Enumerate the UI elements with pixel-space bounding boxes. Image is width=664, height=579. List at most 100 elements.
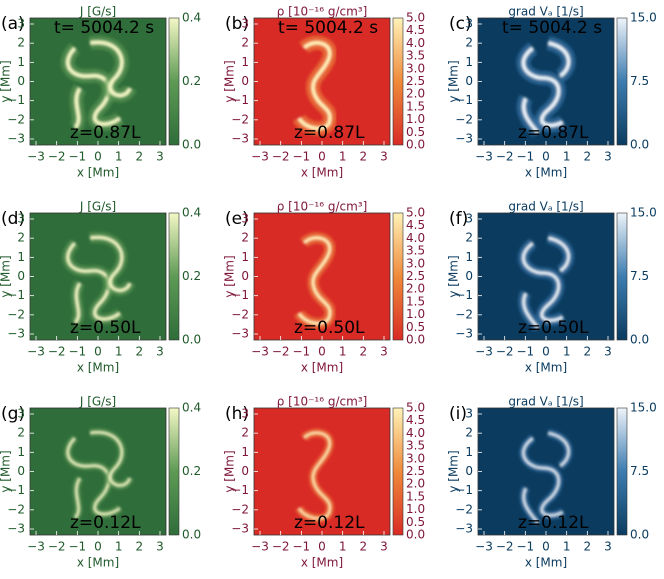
y-tick-label: −2 xyxy=(455,307,473,321)
time-label: t= 5004.2 s xyxy=(54,18,154,38)
colorbar-tick-label: 1.0 xyxy=(406,307,425,321)
y-tick-label: −2 xyxy=(455,502,473,516)
colorbar-tick-label: 3.0 xyxy=(406,61,425,75)
y-tick-label: 2 xyxy=(17,231,25,245)
x-tick-label: 3 xyxy=(604,150,612,164)
time-label: t= 5004.2 s xyxy=(278,18,378,38)
y-axis-label: y [Mm] xyxy=(223,450,237,492)
colorbar-tick-label: 0.0 xyxy=(630,528,649,542)
y-tick-label: 3 xyxy=(465,17,473,31)
y-tick-label: 3 xyxy=(17,212,25,226)
depth-label: z=0.50L xyxy=(70,318,141,338)
y-tick-label: 2 xyxy=(241,426,249,440)
x-tick-label: −1 xyxy=(292,540,310,554)
x-tick-label: −1 xyxy=(516,150,534,164)
structure-core xyxy=(73,282,82,325)
x-tick-label: 0 xyxy=(542,345,550,359)
heatmap-structure xyxy=(293,232,336,330)
depth-label: z=0.12L xyxy=(294,513,365,533)
colorbar-tick-label: 0.0 xyxy=(182,138,201,152)
panel-title: grad Vₐ [1/s] xyxy=(508,5,583,19)
colorbar-tick-label: 0.0 xyxy=(406,333,425,347)
x-tick-label: 3 xyxy=(604,345,612,359)
y-tick-label: −3 xyxy=(455,327,473,341)
x-tick-label: 1 xyxy=(339,540,347,554)
y-tick-label: 0 xyxy=(17,464,25,478)
heatmap-structure xyxy=(63,428,134,521)
y-axis-label: y [Mm] xyxy=(223,255,237,297)
structure-core xyxy=(547,41,571,78)
panel-label: (f) xyxy=(449,209,468,229)
colorbar-tick-label: 5.0 xyxy=(406,401,425,415)
x-tick-label: 2 xyxy=(136,345,144,359)
x-tick-label: 2 xyxy=(584,345,592,359)
y-tick-label: 3 xyxy=(241,17,249,31)
x-tick-label: 2 xyxy=(136,150,144,164)
x-tick-label: −2 xyxy=(48,345,66,359)
x-tick-label: 2 xyxy=(584,150,592,164)
y-tick-label: −1 xyxy=(231,93,249,107)
depth-label: z=0.12L xyxy=(518,513,589,533)
colorbar-tick-label: 2.0 xyxy=(406,87,425,101)
structure-core xyxy=(74,477,82,519)
structure-core xyxy=(89,431,132,487)
y-tick-label: 0 xyxy=(465,74,473,88)
x-tick-label: −2 xyxy=(272,540,290,554)
x-tick-label: 1 xyxy=(339,345,347,359)
panel-title: grad Vₐ [1/s] xyxy=(508,200,583,214)
x-tick-label: −2 xyxy=(48,540,66,554)
y-tick-label: −3 xyxy=(7,132,25,146)
x-tick-label: −3 xyxy=(27,540,45,554)
x-tick-label: 0 xyxy=(542,150,550,164)
colorbar-tick-label: 0.0 xyxy=(630,333,649,347)
y-tick-label: −2 xyxy=(7,112,25,126)
colorbar-tick-label: 0.2 xyxy=(182,464,201,478)
structure-core xyxy=(89,40,132,98)
depth-label: z=0.87L xyxy=(70,123,141,143)
panel-title: J [G/s] xyxy=(79,395,116,409)
x-tick-label: 2 xyxy=(584,540,592,554)
colorbar-tick-label: 7.5 xyxy=(630,464,649,478)
colorbar-tick-label: 4.5 xyxy=(406,413,425,427)
x-tick-label: −3 xyxy=(27,150,45,164)
x-tick-label: −3 xyxy=(251,345,269,359)
colorbar-tick-label: 2.5 xyxy=(406,269,425,283)
x-tick-label: 2 xyxy=(360,345,368,359)
colorbar-tick-label: 0.0 xyxy=(630,138,649,152)
colorbar-tick-label: 2.5 xyxy=(406,74,425,88)
x-tick-label: 1 xyxy=(563,345,571,359)
y-tick-label: 1 xyxy=(241,55,249,69)
colorbar-tick-label: 1.0 xyxy=(406,502,425,516)
y-axis-label: y [Mm] xyxy=(0,60,13,102)
y-tick-label: 1 xyxy=(465,250,473,264)
heatmap-structure xyxy=(519,428,573,526)
heatmap-structure xyxy=(516,36,576,138)
y-tick-label: 3 xyxy=(241,212,249,226)
y-tick-label: 0 xyxy=(465,464,473,478)
panel-label: (d) xyxy=(1,209,25,229)
panel-label: (e) xyxy=(225,209,249,229)
colorbar xyxy=(616,17,628,146)
y-tick-label: 3 xyxy=(17,407,25,421)
colorbar xyxy=(392,17,404,146)
colorbar xyxy=(392,212,404,341)
y-tick-label: 0 xyxy=(241,269,249,283)
x-tick-label: −3 xyxy=(27,345,45,359)
panel-label: (b) xyxy=(225,14,249,34)
y-axis-label: y [Mm] xyxy=(447,255,461,297)
panel-title: J [G/s] xyxy=(79,5,116,19)
colorbar-tick-label: 2.5 xyxy=(406,464,425,478)
x-tick-label: −2 xyxy=(48,150,66,164)
colorbar-tick-label: 15.0 xyxy=(630,11,657,25)
y-tick-label: 0 xyxy=(465,269,473,283)
y-tick-label: 1 xyxy=(17,250,25,264)
x-tick-label: 0 xyxy=(318,150,326,164)
colorbar-tick-label: 0.2 xyxy=(182,74,201,88)
colorbar xyxy=(616,407,628,536)
x-tick-label: −2 xyxy=(496,345,514,359)
y-tick-label: 1 xyxy=(465,55,473,69)
x-tick-label: 3 xyxy=(380,540,388,554)
x-tick-label: 0 xyxy=(318,345,326,359)
x-axis-label: x [Mm] xyxy=(525,556,567,570)
x-tick-label: 0 xyxy=(94,345,102,359)
